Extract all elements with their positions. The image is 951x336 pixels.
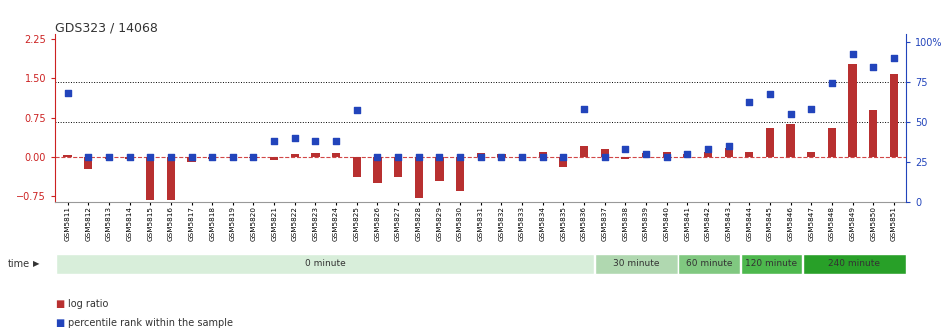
Bar	[394, 157, 402, 177]
Bar	[476, 153, 485, 157]
Point	[763, 92, 778, 97]
Bar	[807, 152, 815, 157]
Point	[494, 154, 509, 160]
Point	[700, 146, 715, 152]
Bar	[166, 157, 175, 200]
Point	[742, 100, 757, 105]
Point	[845, 52, 861, 57]
Point	[659, 154, 674, 160]
Point	[597, 154, 612, 160]
Point	[411, 154, 426, 160]
Point	[825, 81, 840, 86]
Bar	[518, 157, 526, 158]
Bar	[353, 157, 361, 177]
Bar	[746, 152, 753, 157]
Point	[225, 154, 241, 160]
Text: GDS323 / 14068: GDS323 / 14068	[55, 22, 158, 35]
Bar	[415, 157, 423, 198]
Text: percentile rank within the sample: percentile rank within the sample	[68, 318, 233, 328]
Bar	[766, 128, 774, 157]
Text: 0 minute: 0 minute	[304, 259, 345, 268]
Point	[81, 154, 96, 160]
Bar	[559, 157, 568, 167]
Point	[555, 154, 571, 160]
Bar	[725, 148, 733, 157]
Bar	[803, 254, 906, 274]
Bar	[126, 157, 134, 159]
Bar	[741, 254, 802, 274]
Point	[514, 154, 530, 160]
Text: 240 minute: 240 minute	[828, 259, 881, 268]
Point	[122, 154, 137, 160]
Bar	[621, 157, 630, 159]
Text: time: time	[8, 259, 29, 269]
Point	[721, 143, 736, 148]
Point	[618, 146, 633, 152]
Bar	[890, 74, 898, 157]
Point	[680, 151, 695, 156]
Point	[287, 135, 302, 140]
Point	[143, 154, 158, 160]
Point	[246, 154, 262, 160]
Bar	[105, 157, 113, 159]
Bar	[146, 157, 154, 200]
Bar	[595, 254, 677, 274]
Bar	[311, 153, 320, 157]
Point	[865, 65, 881, 70]
Point	[391, 154, 406, 160]
Bar	[270, 157, 279, 160]
Point	[783, 111, 798, 116]
Point	[349, 108, 364, 113]
Text: log ratio: log ratio	[68, 299, 107, 309]
Bar	[600, 149, 609, 157]
Bar	[683, 154, 691, 157]
Bar	[642, 153, 650, 157]
Point	[328, 138, 343, 143]
Point	[184, 154, 199, 160]
Point	[308, 138, 323, 143]
Text: ■: ■	[55, 318, 65, 328]
Bar	[704, 152, 712, 157]
Bar	[55, 254, 594, 274]
Point	[535, 154, 551, 160]
Bar	[291, 154, 299, 157]
Bar	[332, 153, 340, 157]
Bar	[187, 157, 196, 162]
Point	[370, 154, 385, 160]
Point	[638, 151, 653, 156]
Point	[101, 154, 116, 160]
Text: ■: ■	[55, 299, 65, 309]
Bar	[64, 155, 71, 157]
Point	[60, 90, 75, 95]
Point	[886, 55, 902, 60]
Bar	[228, 157, 237, 158]
Text: 120 minute: 120 minute	[746, 259, 798, 268]
Bar	[436, 157, 443, 181]
Bar	[249, 157, 258, 158]
Text: 60 minute: 60 minute	[686, 259, 732, 268]
Point	[164, 154, 179, 160]
Bar	[678, 254, 740, 274]
Text: ▶: ▶	[33, 259, 40, 268]
Bar	[84, 157, 92, 169]
Bar	[374, 157, 381, 183]
Point	[432, 154, 447, 160]
Point	[576, 106, 592, 112]
Bar	[848, 64, 857, 157]
Bar	[827, 128, 836, 157]
Point	[804, 106, 819, 112]
Point	[453, 154, 468, 160]
Text: 30 minute: 30 minute	[613, 259, 660, 268]
Bar	[497, 154, 506, 157]
Bar	[663, 152, 670, 157]
Bar	[786, 124, 795, 157]
Point	[204, 154, 220, 160]
Bar	[538, 152, 547, 157]
Point	[266, 138, 281, 143]
Bar	[869, 110, 878, 157]
Bar	[580, 146, 588, 157]
Point	[473, 154, 489, 160]
Bar	[456, 157, 464, 191]
Bar	[208, 157, 216, 159]
